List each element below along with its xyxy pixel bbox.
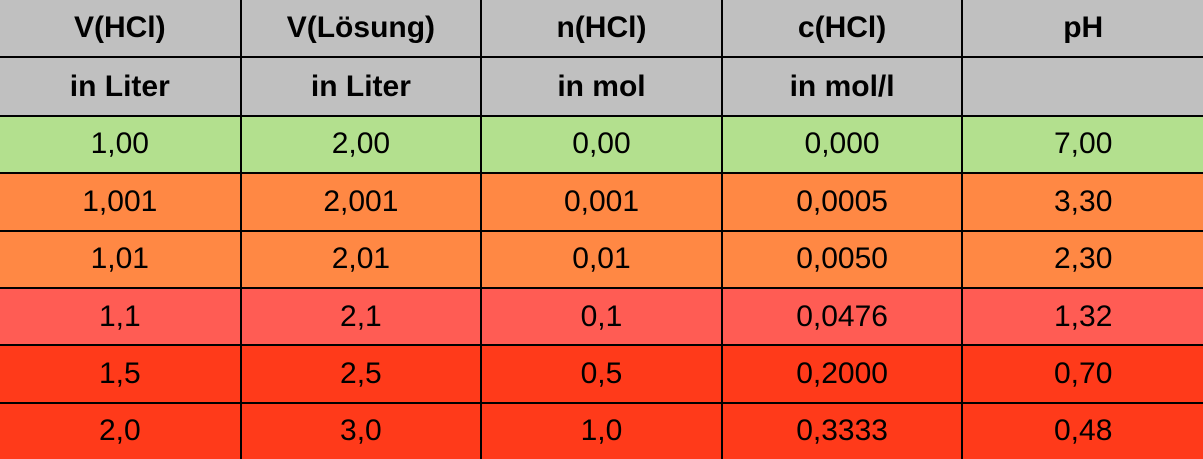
cell-ph: 0,48 bbox=[961, 401, 1203, 459]
cell-ph: 2,30 bbox=[961, 229, 1203, 289]
cell-n-hcl: 0,01 bbox=[480, 229, 723, 289]
cell-v-loesung: 2,00 bbox=[239, 114, 483, 175]
table-row: 1,5 2,5 0,5 0,2000 0,70 bbox=[0, 344, 1203, 404]
cell-v-hcl: 2,0 bbox=[0, 401, 242, 459]
cell-ph: 7,00 bbox=[961, 114, 1203, 175]
cell-n-hcl: 0,1 bbox=[480, 286, 723, 347]
header-v-loesung: V(Lösung) bbox=[239, 0, 483, 59]
cell-v-hcl: 1,001 bbox=[0, 172, 242, 232]
header-row-names: V(HCl) V(Lösung) n(HCl) c(HCl) pH bbox=[0, 0, 1203, 59]
cell-v-loesung: 2,01 bbox=[239, 229, 483, 289]
cell-c-hcl: 0,0050 bbox=[720, 229, 964, 289]
cell-v-loesung: 2,1 bbox=[239, 286, 483, 347]
unit-c-hcl: in mol/l bbox=[720, 56, 964, 117]
table-row: 1,001 2,001 0,001 0,0005 3,30 bbox=[0, 172, 1203, 232]
cell-c-hcl: 0,3333 bbox=[720, 401, 964, 459]
table-row: 2,0 3,0 1,0 0,3333 0,48 bbox=[0, 401, 1203, 459]
cell-ph: 3,30 bbox=[961, 172, 1203, 232]
cell-c-hcl: 0,2000 bbox=[720, 344, 964, 404]
cell-v-loesung: 3,0 bbox=[239, 401, 483, 459]
header-row-units: in Liter in Liter in mol in mol/l bbox=[0, 56, 1203, 117]
cell-ph: 0,70 bbox=[961, 344, 1203, 404]
header-n-hcl: n(HCl) bbox=[480, 0, 723, 59]
cell-v-hcl: 1,01 bbox=[0, 229, 242, 289]
header-v-hcl: V(HCl) bbox=[0, 0, 242, 59]
cell-n-hcl: 0,5 bbox=[480, 344, 723, 404]
cell-n-hcl: 1,0 bbox=[480, 401, 723, 459]
unit-n-hcl: in mol bbox=[480, 56, 723, 117]
table-row: 1,1 2,1 0,1 0,0476 1,32 bbox=[0, 286, 1203, 347]
unit-v-loesung: in Liter bbox=[239, 56, 483, 117]
cell-n-hcl: 0,00 bbox=[480, 114, 723, 175]
table-row: 1,00 2,00 0,00 0,000 7,00 bbox=[0, 114, 1203, 175]
cell-c-hcl: 0,0005 bbox=[720, 172, 964, 232]
cell-c-hcl: 0,0476 bbox=[720, 286, 964, 347]
cell-ph: 1,32 bbox=[961, 286, 1203, 347]
cell-v-hcl: 1,1 bbox=[0, 286, 242, 347]
unit-ph bbox=[961, 56, 1203, 117]
cell-v-hcl: 1,00 bbox=[0, 114, 242, 175]
cell-v-loesung: 2,5 bbox=[239, 344, 483, 404]
header-c-hcl: c(HCl) bbox=[720, 0, 964, 59]
cell-n-hcl: 0,001 bbox=[480, 172, 723, 232]
table-row: 1,01 2,01 0,01 0,0050 2,30 bbox=[0, 229, 1203, 289]
cell-v-loesung: 2,001 bbox=[239, 172, 483, 232]
cell-v-hcl: 1,5 bbox=[0, 344, 242, 404]
header-ph: pH bbox=[961, 0, 1203, 59]
unit-v-hcl: in Liter bbox=[0, 56, 242, 117]
cell-c-hcl: 0,000 bbox=[720, 114, 964, 175]
